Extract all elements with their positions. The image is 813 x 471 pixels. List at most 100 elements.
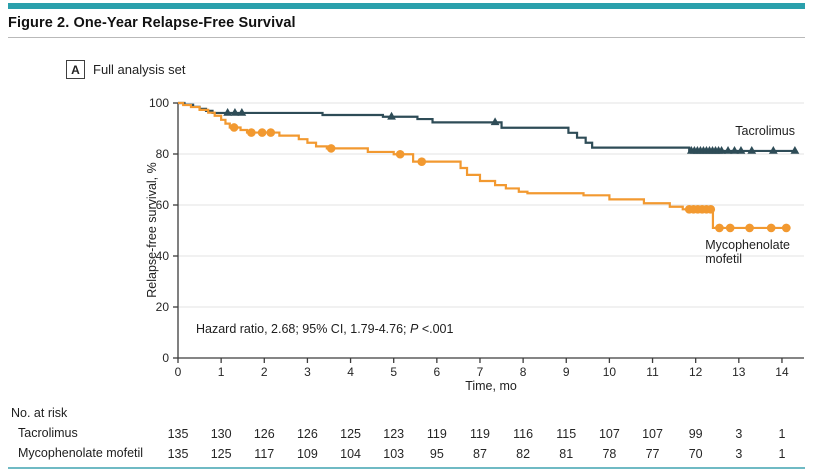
risk-count: 116 (513, 427, 533, 441)
y-tick-label: 80 (156, 147, 170, 161)
censor-triangle (237, 107, 247, 116)
x-tick-label: 14 (775, 365, 789, 379)
censor-circle (229, 123, 239, 132)
y-tick-label: 0 (162, 351, 169, 365)
y-tick-label: 40 (156, 249, 170, 263)
risk-count: 125 (211, 447, 232, 461)
risk-count: 3 (735, 427, 742, 441)
y-tick-label: 20 (156, 300, 170, 314)
gridlines (178, 102, 804, 308)
risk-count: 130 (211, 427, 232, 441)
x-tick-label: 9 (563, 365, 570, 379)
figure-title: Figure 2. One-Year Relapse-Free Survival (8, 15, 296, 31)
risk-count: 78 (602, 447, 616, 461)
x-tick-label: 1 (218, 365, 225, 379)
y-axis-title: Relapse-free survival, % (145, 162, 159, 298)
x-tick-label: 13 (732, 365, 746, 379)
censor-triangle (723, 145, 733, 154)
risk-count: 117 (254, 447, 274, 461)
risk-row-label-tacrolimus: Tacrolimus (18, 426, 78, 440)
risk-count: 87 (473, 447, 487, 461)
hazard-text: Hazard ratio, 2.68; 95% CI, 1.79-4.76; (196, 322, 411, 336)
risk-count: 82 (516, 447, 530, 461)
risk-count: 77 (646, 447, 660, 461)
censor-circle (725, 223, 735, 233)
x-tick-label: 0 (175, 365, 182, 379)
censor-marks-tacrolimus (223, 107, 800, 154)
censor-circle (715, 223, 724, 233)
p-value: <.001 (418, 322, 454, 336)
x-tick-label: 6 (433, 365, 440, 379)
censor-triangle (490, 117, 500, 126)
risk-count: 135 (168, 447, 189, 461)
x-tick-label: 4 (347, 365, 354, 379)
risk-count: 115 (556, 427, 576, 441)
censor-triangle (230, 107, 240, 116)
risk-count: 109 (297, 447, 318, 461)
censor-circle (266, 128, 276, 137)
y-tick-label: 60 (156, 198, 170, 212)
censor-triangle (736, 145, 746, 154)
censor-circle (766, 223, 776, 233)
risk-count: 123 (383, 427, 404, 441)
y-tick-label: 100 (149, 96, 169, 110)
risk-row-label-mycophenolate: Mycophenolate mofetil (18, 446, 144, 460)
censor-circle (745, 223, 754, 233)
p-symbol: P (410, 322, 419, 336)
censor-circle (706, 205, 716, 214)
title-divider (8, 37, 805, 38)
x-tick-label: 2 (261, 365, 268, 379)
censor-circle (326, 144, 336, 153)
curve-tacrolimus (178, 101, 798, 153)
risk-count: 107 (642, 427, 663, 441)
risk-count: 135 (168, 427, 189, 441)
x-tick-label: 3 (304, 365, 311, 379)
risk-count: 103 (383, 447, 404, 461)
censor-marks-mycophenolate (229, 123, 791, 233)
censor-circle (781, 223, 791, 233)
censor-circle (257, 128, 267, 137)
panel-label-badge: A (66, 60, 85, 79)
risk-count: 125 (340, 427, 361, 441)
censor-triangle (223, 107, 233, 116)
bottom-accent-rule (8, 467, 805, 469)
x-tick-label: 5 (390, 365, 397, 379)
censor-triangle (790, 145, 800, 154)
risk-count: 3 (735, 447, 742, 461)
risk-count: 99 (689, 427, 703, 441)
x-axis-title: Time, mo (465, 379, 517, 393)
risk-count: 107 (599, 427, 620, 441)
censor-triangle (768, 145, 778, 154)
x-tick-label: 7 (477, 365, 484, 379)
curve-label-mycophenolate: Mycophenolate mofetil (705, 238, 790, 266)
censor-triangle (747, 145, 757, 154)
risk-count: 104 (340, 447, 361, 461)
censor-circle (247, 128, 256, 137)
risk-table-title: No. at risk (11, 406, 68, 420)
censor-circle (395, 149, 405, 159)
risk-count: 126 (254, 427, 275, 441)
risk-count: 95 (430, 447, 444, 461)
header-accent-bar (8, 3, 805, 9)
risk-count: 119 (470, 427, 490, 441)
censor-triangle (717, 145, 726, 154)
axes (173, 102, 804, 363)
censor-triangle (730, 145, 739, 154)
x-tick-label: 10 (603, 365, 617, 379)
censor-circle (417, 157, 427, 166)
panel-title: Full analysis set (93, 62, 186, 77)
risk-count: 70 (689, 447, 703, 461)
risk-count: 1 (778, 447, 785, 461)
curve-label-tacrolimus: Tacrolimus (735, 124, 795, 138)
curve-mycophenolate (178, 101, 791, 230)
hazard-ratio-annotation: Hazard ratio, 2.68; 95% CI, 1.79-4.76; P… (196, 322, 453, 336)
risk-count: 119 (427, 427, 447, 441)
risk-count: 81 (559, 447, 573, 461)
censor-triangle (387, 111, 396, 120)
risk-table-numbers: 135 130 126 126 125 123 119 119 116 115 107 107 99 3 1… (168, 427, 786, 461)
x-tick-label: 11 (646, 365, 659, 379)
risk-count: 1 (778, 427, 785, 441)
x-tick-label: 8 (520, 365, 527, 379)
